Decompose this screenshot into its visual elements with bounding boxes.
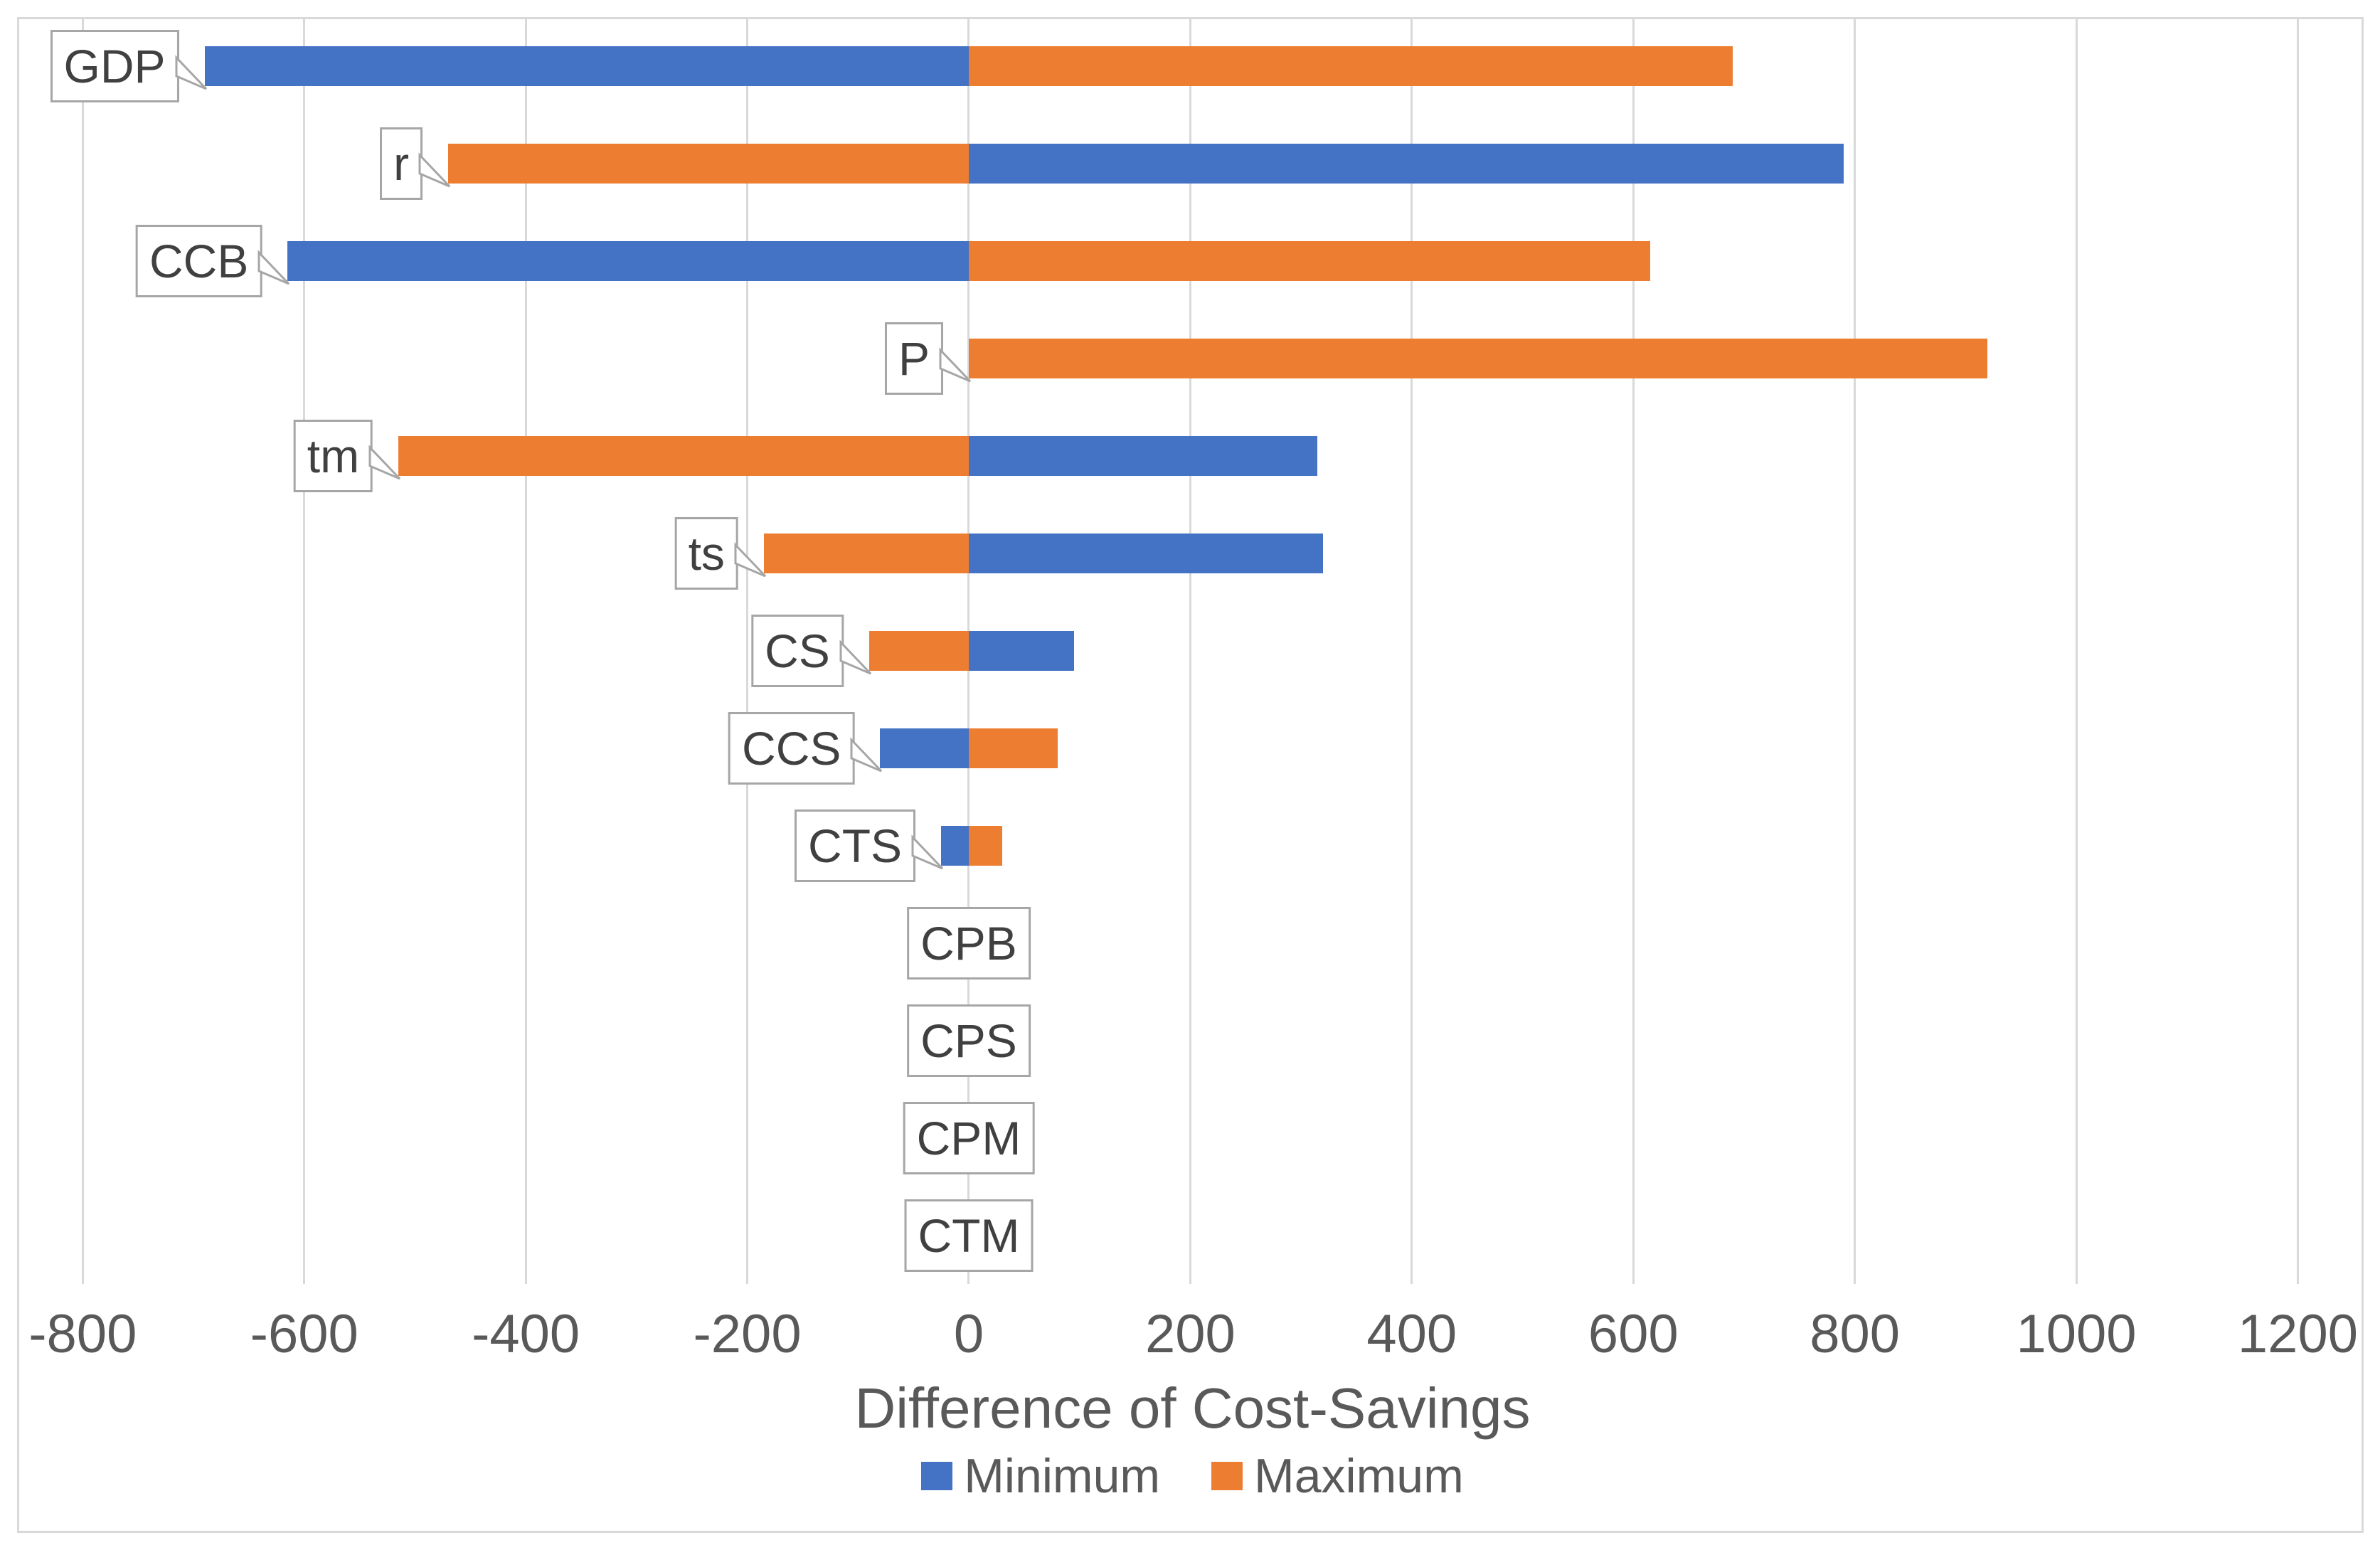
bar-maximum-cs — [868, 630, 969, 671]
category-label-pointer-ccb — [257, 249, 290, 285]
gridline--400 — [524, 17, 527, 1284]
gridline-400 — [1411, 17, 1413, 1284]
legend-item-maximum: Maximum — [1211, 1444, 1464, 1508]
gridline-200 — [1189, 17, 1191, 1284]
category-label-cts: CTS — [795, 809, 916, 882]
x-tick-label-200: 200 — [1144, 1304, 1236, 1364]
gridline--200 — [746, 17, 749, 1284]
category-label-r: r — [380, 127, 423, 200]
legend-label-minimum: Minimum — [964, 1449, 1161, 1503]
bar-maximum-ccs — [968, 728, 1058, 768]
x-tick-label-1000: 1000 — [2016, 1304, 2137, 1364]
bar-minimum-ccb — [287, 240, 969, 281]
bar-minimum-r — [968, 143, 1844, 184]
category-label-cpm: CPM — [903, 1101, 1035, 1174]
category-label-ts: ts — [674, 516, 738, 590]
x-tick-label-1200: 1200 — [2237, 1304, 2358, 1364]
gridline--800 — [81, 17, 84, 1284]
category-label-cs: CS — [751, 614, 844, 687]
bar-maximum-gdp — [968, 46, 1733, 86]
category-label-gdp: GDP — [50, 29, 179, 102]
legend-swatch-minimum-icon — [921, 1462, 953, 1490]
category-label-pointer-gdp — [175, 54, 207, 90]
bar-maximum-tm — [398, 435, 969, 476]
category-label-pointer-ts — [734, 541, 766, 577]
legend-swatch-maximum-icon — [1211, 1462, 1243, 1490]
category-label-cps: CPS — [907, 1004, 1031, 1077]
bar-minimum-ccs — [880, 728, 969, 768]
category-label-p: P — [884, 322, 943, 395]
category-label-ctm: CTM — [904, 1199, 1034, 1272]
category-label-pointer-p — [939, 346, 972, 382]
category-label-pointer-cs — [839, 639, 871, 674]
x-tick-label--600: -600 — [250, 1304, 358, 1364]
legend: Minimum Maximum — [18, 1444, 2366, 1508]
bar-maximum-p — [968, 338, 1988, 378]
x-tick-label--800: -800 — [28, 1304, 137, 1364]
x-tick-label-0: 0 — [953, 1304, 984, 1364]
category-label-pointer-ccs — [850, 736, 883, 772]
bar-maximum-ts — [763, 533, 969, 573]
gridline-1200 — [2296, 17, 2299, 1284]
x-tick-label--400: -400 — [472, 1304, 580, 1364]
legend-item-minimum: Minimum — [921, 1444, 1160, 1508]
category-label-ccb: CCB — [136, 224, 262, 297]
x-tick-label-800: 800 — [1810, 1304, 1901, 1364]
category-label-pointer-cts — [911, 834, 944, 869]
bar-maximum-r — [448, 143, 969, 184]
gridline--600 — [303, 17, 306, 1284]
gridline-1000 — [2075, 17, 2078, 1284]
bar-minimum-ts — [968, 533, 1324, 573]
legend-label-maximum: Maximum — [1254, 1449, 1464, 1503]
x-tick-label-600: 600 — [1588, 1304, 1679, 1364]
category-label-tm: tm — [293, 419, 373, 492]
x-tick-label-400: 400 — [1366, 1304, 1457, 1364]
bar-minimum-tm — [968, 435, 1318, 476]
bar-minimum-cts — [941, 825, 969, 866]
category-label-cpb: CPB — [907, 906, 1031, 980]
gridline-600 — [1632, 17, 1635, 1284]
gridline-800 — [1854, 17, 1856, 1284]
x-tick-label--200: -200 — [693, 1304, 802, 1364]
category-label-pointer-tm — [368, 444, 401, 479]
bar-minimum-gdp — [204, 46, 969, 86]
bar-maximum-cts — [968, 825, 1002, 866]
bar-maximum-ccb — [968, 240, 1650, 281]
bar-minimum-cs — [968, 630, 1074, 671]
category-label-pointer-r — [418, 152, 451, 187]
x-axis-title: Difference of Cost-Savings — [854, 1376, 1531, 1440]
category-label-ccs: CCS — [728, 711, 855, 785]
